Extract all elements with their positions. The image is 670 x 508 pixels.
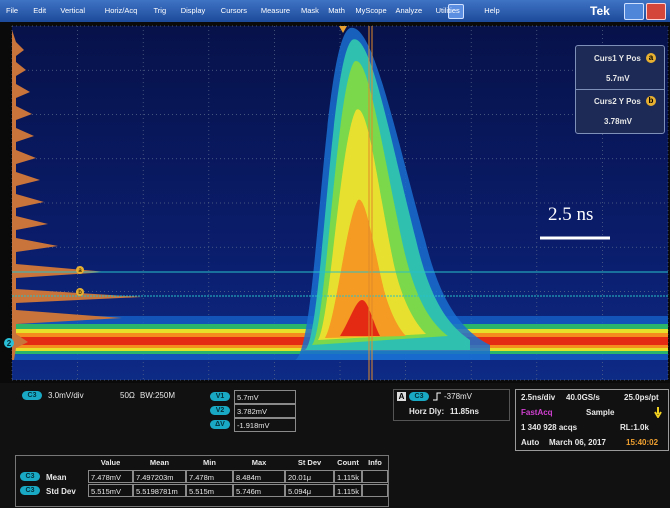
acq-count: 1 340 928 acqs (521, 423, 577, 432)
measurement-cell: 5.515m (186, 484, 233, 497)
curs1-value: 5.7mV (606, 74, 630, 83)
measurement-cell: 7.478m (186, 470, 233, 483)
measurement-cell-empty (362, 470, 388, 483)
measurement-cell: 5.094μ (285, 484, 334, 497)
cursor-readout-value: 3.782mV (234, 404, 296, 418)
measurement-cell: 5.746m (233, 484, 285, 497)
column-header: Value (88, 458, 133, 467)
menu-item[interactable]: Display (181, 6, 206, 15)
column-header: Count (334, 458, 362, 467)
curs2-value: 3.78mV (604, 117, 632, 126)
time-scale: 2.5ns/div (521, 393, 555, 402)
menu-item[interactable]: Measure (261, 6, 290, 15)
measurement-cell: 1.115k (334, 470, 362, 483)
measurement-cell: 20.01μ (285, 470, 334, 483)
trigger-source: A (397, 392, 406, 401)
rising-edge-icon (432, 391, 442, 402)
readout-panel: C3 3.0mV/div 50Ω BW:250M V1 5.7mV V2 3.782m… (0, 383, 670, 508)
cursor-readout-badge[interactable]: V1 (210, 392, 230, 401)
menu-item[interactable]: File (6, 6, 18, 15)
measurement-cell: 7.478mV (88, 470, 133, 483)
date: March 06, 2017 (549, 438, 606, 447)
sampling: Sample (586, 408, 614, 417)
measurement-cell: 5.5198781m (133, 484, 186, 497)
curs1-label: Curs1 Y Pos (594, 54, 641, 63)
horz-delay-label: Horz Dly: (409, 407, 444, 416)
measurement-channel[interactable]: C3 (20, 486, 40, 495)
trigger-readout: A C3 -378mV Horz Dly: 11.85ns (393, 389, 510, 421)
acquisition-readout: 2.5ns/div 40.0GS/s 25.0ps/pt FastAcq Sam… (515, 389, 669, 451)
menu-item[interactable]: Vertical (60, 6, 85, 15)
measurement-cell: 1.115k (334, 484, 362, 497)
minimize-button[interactable] (624, 3, 644, 20)
menu-bar: Tek File Edit Vertical Horiz/Acq Trig Display… (0, 0, 670, 22)
measurement-cell: 7.497203m (133, 470, 186, 483)
column-header: Min (186, 458, 233, 467)
menu-item[interactable]: MyScope (355, 6, 386, 15)
cursor-readout-value: 5.7mV (234, 390, 296, 404)
curs2-label: Curs2 Y Pos (594, 97, 641, 106)
run-arrow (654, 407, 662, 418)
cursor-panel: Curs1 Y Pos a 5.7mV Curs2 Y Pos b 3.78mV (575, 45, 665, 134)
trigger-level: -378mV (444, 392, 472, 401)
menu-item[interactable]: Utilities (436, 6, 460, 15)
waveform-display: a b 2 2.5 ns (0, 22, 670, 383)
oscilloscope-screen: Tek File Edit Vertical Horiz/Acq Trig Display… (0, 0, 670, 508)
channel-badge[interactable]: C3 (22, 391, 42, 400)
logo: Tek (590, 4, 610, 18)
measurement-cell: 5.515mV (88, 484, 133, 497)
column-header: Info (362, 458, 388, 467)
time: 15:40:02 (626, 438, 658, 447)
column-header: St Dev (285, 458, 334, 467)
cursor-readout: V1 5.7mV V2 3.782mV ΔV -1.918mV (208, 390, 296, 432)
resolution: 25.0ps/pt (624, 393, 659, 402)
divider (576, 89, 664, 90)
column-header: Mean (133, 458, 186, 467)
vertical-scale: 3.0mV/div (48, 391, 84, 400)
cursor-readout-value: -1.918mV (234, 418, 296, 432)
curs1-marker: a (646, 53, 656, 63)
measurement-label: Mean (46, 473, 66, 482)
bandwidth: BW:250M (140, 391, 175, 400)
menu-item[interactable]: Trig (154, 6, 167, 15)
impedance: 50Ω (120, 391, 135, 400)
measurement-label: Std Dev (46, 487, 76, 496)
menu-item[interactable]: Help (484, 6, 499, 15)
menu-item[interactable]: Edit (33, 6, 46, 15)
trigger-channel[interactable]: C3 (409, 392, 429, 401)
cursor-readout-badge[interactable]: ΔV (210, 420, 230, 429)
menu-item[interactable]: Math (328, 6, 345, 15)
record-length: RL:1.0k (620, 423, 649, 432)
column-header: Max (233, 458, 285, 467)
channel-marker-label: 2 (7, 339, 12, 348)
acq-mode: FastAcq (521, 408, 553, 417)
menu-item[interactable]: Horiz/Acq (105, 6, 138, 15)
trigger-mode: Auto (521, 438, 539, 447)
cursor-readout-badge[interactable]: V2 (210, 406, 230, 415)
horz-delay: 11.85ns (450, 407, 479, 416)
measurement-channel[interactable]: C3 (20, 472, 40, 481)
close-button[interactable] (646, 3, 666, 20)
scale-annotation: 2.5 ns (548, 204, 593, 225)
curs2-marker: b (646, 96, 656, 106)
menu-item[interactable]: Cursors (221, 6, 247, 15)
menu-item[interactable]: Analyze (396, 6, 423, 15)
measurement-cell-empty (362, 484, 388, 497)
measurement-cell: 8.484m (233, 470, 285, 483)
menu-item[interactable]: Mask (301, 6, 319, 15)
sample-rate: 40.0GS/s (566, 393, 600, 402)
